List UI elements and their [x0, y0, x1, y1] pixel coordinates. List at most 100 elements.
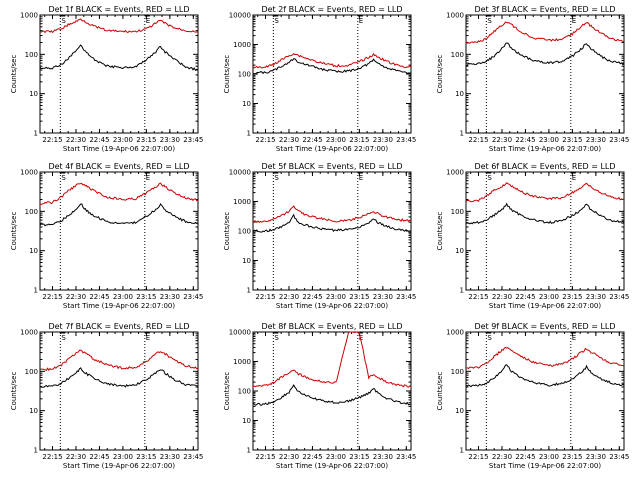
- y-tick-label: 1: [34, 287, 38, 295]
- events-series-line: [39, 367, 199, 388]
- chart-panel-6: Det 6f BLACK = Events, RED = LLD 1 10 100 10…: [436, 162, 629, 310]
- time-marker-label: S: [274, 17, 279, 25]
- chart-panel-7: Det 7f BLACK = Events, RED = LLD 1 10 100 10…: [10, 322, 203, 470]
- x-tick-label: 23:00: [539, 453, 559, 461]
- x-tick-label: 22:15: [255, 453, 275, 461]
- chart-panel-4: Det 4f BLACK = Events, RED = LLD 1 10 100 10…: [10, 162, 203, 310]
- x-tick-label: 23:15: [562, 453, 582, 461]
- time-marker-label: S: [487, 17, 492, 25]
- x-axis-label: Start Time (19-Apr-06 22:07:00): [489, 462, 601, 470]
- y-axis-label: Counts/sec: [436, 212, 444, 251]
- x-tick-label: 22:45: [515, 136, 535, 144]
- x-tick-label: 22:30: [66, 293, 86, 301]
- x-tick-label: 23:30: [160, 293, 180, 301]
- x-tick-label: 22:30: [279, 293, 299, 301]
- x-axis-label: Start Time (19-Apr-06 22:07:00): [276, 302, 388, 310]
- lld-series-line: [465, 181, 625, 203]
- x-tick-label: 22:15: [468, 136, 488, 144]
- chart-title: Det 2f BLACK = Events, RED = LLD: [261, 5, 402, 14]
- x-axis-label: Start Time (19-Apr-06 22:07:00): [63, 302, 175, 310]
- y-tick-label: 10: [455, 407, 464, 415]
- y-axis-label: Counts/sec: [436, 372, 444, 411]
- y-tick-label: 10: [29, 407, 38, 415]
- x-tick-label: 23:00: [539, 136, 559, 144]
- y-tick-label: 10: [242, 417, 251, 425]
- x-tick-label: 23:15: [136, 136, 156, 144]
- y-axis-label: Counts/sec: [223, 372, 231, 411]
- plot-frame: [252, 171, 412, 291]
- y-tick-label: 10000: [229, 12, 251, 20]
- y-tick-label: 100: [238, 71, 251, 79]
- x-tick-label: 23:45: [183, 293, 203, 301]
- y-tick-label: 1: [460, 287, 464, 295]
- x-axis-label: Start Time (19-Apr-06 22:07:00): [489, 145, 601, 153]
- x-tick-label: 22:15: [255, 293, 275, 301]
- x-tick-label: 22:15: [255, 136, 275, 144]
- chart-title: Det 7f BLACK = Events, RED = LLD: [48, 322, 189, 331]
- events-series-line: [39, 44, 199, 72]
- chart-panel-9: Det 9f BLACK = Events, RED = LLD 1 10 100 10…: [436, 322, 629, 470]
- time-marker-label: S: [487, 334, 492, 342]
- time-marker-label: E: [572, 334, 576, 342]
- x-axis-label: Start Time (19-Apr-06 22:07:00): [276, 462, 388, 470]
- time-marker-label: E: [572, 174, 576, 182]
- chart-panel-5: Det 5f BLACK = Events, RED = LLD 1 10 100 10…: [223, 162, 416, 310]
- y-tick-label: 1000: [446, 329, 464, 337]
- x-tick-label: 22:45: [89, 453, 109, 461]
- y-tick-label: 100: [451, 368, 464, 376]
- y-tick-label: 1000: [233, 358, 251, 366]
- x-tick-label: 22:45: [89, 136, 109, 144]
- x-tick-label: 23:00: [113, 136, 133, 144]
- y-tick-label: 100: [451, 208, 464, 216]
- x-axis-label: Start Time (19-Apr-06 22:07:00): [63, 462, 175, 470]
- lld-series-line: [465, 21, 625, 44]
- lld-series-line: [252, 52, 412, 69]
- y-tick-label: 1: [247, 287, 251, 295]
- x-tick-label: 23:45: [396, 136, 416, 144]
- y-tick-label: 100: [25, 51, 38, 59]
- time-marker-label: E: [359, 174, 363, 182]
- x-tick-label: 23:30: [586, 136, 606, 144]
- x-tick-label: 23:30: [160, 136, 180, 144]
- x-tick-label: 22:30: [492, 293, 512, 301]
- y-axis-label: Counts/sec: [436, 55, 444, 94]
- y-tick-label: 1000: [446, 12, 464, 20]
- events-series-line: [252, 213, 412, 233]
- y-tick-label: 1: [247, 447, 251, 455]
- x-tick-label: 23:00: [113, 453, 133, 461]
- plot-frame: [252, 14, 412, 134]
- x-tick-label: 23:15: [562, 136, 582, 144]
- y-axis-label: Counts/sec: [10, 372, 18, 411]
- events-series-line: [465, 364, 625, 388]
- y-tick-label: 1000: [233, 198, 251, 206]
- x-tick-label: 22:30: [492, 136, 512, 144]
- x-tick-label: 22:45: [515, 293, 535, 301]
- y-tick-label: 10000: [229, 169, 251, 177]
- y-tick-label: 10: [455, 247, 464, 255]
- y-tick-label: 1: [247, 130, 251, 138]
- x-tick-label: 23:45: [396, 453, 416, 461]
- time-marker-label: S: [487, 174, 492, 182]
- y-tick-label: 100: [25, 208, 38, 216]
- y-tick-label: 1: [460, 130, 464, 138]
- y-tick-label: 1000: [20, 12, 38, 20]
- lld-series-line: [252, 331, 412, 388]
- time-marker-label: S: [61, 174, 66, 182]
- y-tick-label: 1000: [20, 329, 38, 337]
- y-tick-label: 1: [34, 130, 38, 138]
- x-tick-label: 23:15: [349, 453, 369, 461]
- chart-title: Det 3f BLACK = Events, RED = LLD: [474, 5, 615, 14]
- x-tick-label: 23:15: [136, 453, 156, 461]
- chart-title: Det 4f BLACK = Events, RED = LLD: [48, 162, 189, 171]
- plot-frame: [465, 331, 625, 451]
- chart-panel-2: Det 2f BLACK = Events, RED = LLD 1 10 100 10…: [223, 5, 416, 153]
- time-marker-label: S: [61, 17, 66, 25]
- y-tick-label: 10: [455, 90, 464, 98]
- chart-title: Det 9f BLACK = Events, RED = LLD: [474, 322, 615, 331]
- time-marker-label: E: [572, 17, 576, 25]
- time-marker-label: E: [359, 17, 363, 25]
- time-marker-label: E: [146, 17, 150, 25]
- events-series-line: [39, 202, 199, 227]
